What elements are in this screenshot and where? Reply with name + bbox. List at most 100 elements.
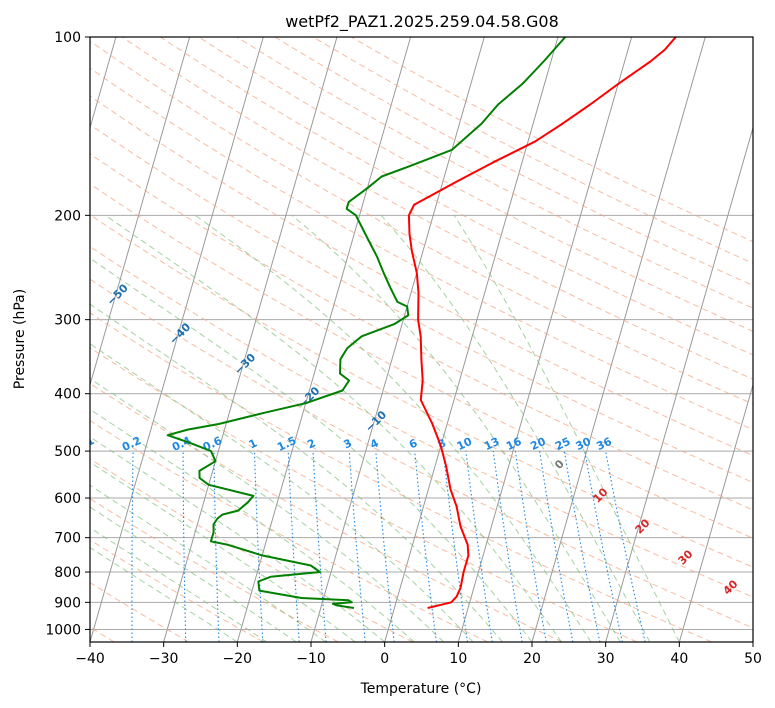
dry-adiabat-line (350, 37, 753, 243)
isotherm-line (605, 125, 753, 642)
isotherm-line (531, 37, 706, 642)
isotherm-line (90, 37, 191, 387)
moist-adiabat-line (291, 214, 621, 642)
mixing-ratio-line (514, 451, 547, 642)
mixing-ratio-label: 1 (247, 436, 259, 451)
moist-adiabat-line (90, 377, 444, 642)
plot-frame (89, 36, 754, 643)
y-tick-label: 600 (54, 491, 81, 507)
dry-adiabat-line (90, 124, 753, 483)
mixing-ratio-label: 16 (504, 435, 524, 453)
chart-title: wetPf2_PAZ1.2025.259.04.58.G08 (285, 12, 559, 32)
moist-adiabat-line (90, 506, 297, 642)
moist-adiabat-line (380, 214, 651, 642)
x-tick-label: −20 (223, 651, 253, 667)
mixing-ratio-label: 36 (594, 435, 614, 453)
dry-adiabat-line (90, 419, 488, 642)
x-axis-label: Temperature (°C) (360, 681, 482, 697)
dry-adiabat-line (90, 214, 753, 568)
mixing-ratio-label: 13 (482, 435, 501, 453)
x-tick-label: 50 (744, 651, 762, 667)
mixing-ratio-label: 10 (455, 435, 475, 453)
mixing-ratio-label: 0.1 (73, 434, 96, 454)
mixing-ratio-label: 30 (574, 435, 594, 453)
mixing-ratio-line (465, 451, 493, 642)
y-tick-label: 1000 (45, 622, 81, 638)
dry-adiabat-line (90, 245, 753, 598)
dry-adiabat-line (121, 37, 753, 380)
dry-adiabat-label: −30 (232, 351, 259, 378)
x-tick-label: −40 (75, 651, 105, 667)
temperature-profile (407, 37, 677, 609)
x-axis: −40 −30 −20 −10 0 10 20 30 40 50 (75, 642, 762, 667)
dry-adiabat-line (90, 347, 638, 642)
moist-adiabat-line (194, 214, 592, 642)
y-tick-label: 200 (54, 208, 81, 224)
background-lines (82, 37, 753, 642)
dry-adiabat-line (90, 458, 414, 642)
isotherm-line (90, 37, 264, 642)
y-tick-label: 800 (54, 565, 81, 581)
moist-adiabat-label: 30 (676, 547, 696, 567)
y-tick-label: 300 (54, 313, 81, 329)
moist-adiabat-line (453, 215, 680, 642)
mixing-ratio-line (492, 451, 523, 642)
dry-adiabat-line (90, 312, 712, 642)
x-tick-label: −10 (296, 651, 326, 667)
dry-adiabat-label: −50 (104, 281, 131, 308)
moist-adiabat-line (90, 484, 326, 642)
y-axis: 100 200 300 400 500 600 700 800 900 1000 (45, 30, 90, 638)
y-tick-label: 500 (54, 444, 81, 460)
x-tick-label: 40 (670, 651, 688, 667)
isotherm-line (457, 37, 633, 642)
dewpoint-profile (166, 37, 567, 609)
isotherm-line (163, 37, 338, 642)
mixing-ratio-label: 25 (553, 435, 572, 453)
moist-adiabat-label: 20 (633, 516, 653, 536)
dry-adiabat-line (274, 37, 753, 286)
mixing-ratio-line (82, 451, 86, 642)
mixing-ratio-line (442, 451, 469, 642)
dry-adiabat-line (198, 37, 753, 332)
mixing-ratio-line (605, 451, 646, 642)
moist-adiabat-line (90, 343, 474, 642)
dry-adiabat-label: −20 (296, 384, 323, 411)
dry-adiabat-label: −40 (167, 320, 194, 347)
isotherm-line (752, 640, 753, 642)
mixing-ratio-label: 20 (528, 435, 548, 453)
y-tick-label: 900 (54, 595, 81, 611)
isotherm-line (384, 37, 559, 642)
dry-adiabat-line (90, 183, 753, 539)
mixing-ratio-label: 6 (407, 436, 420, 451)
mixing-ratio-label: 4 (368, 436, 381, 451)
line-labels: 0.10.20.40.611.52346810131620253036−100−… (0, 186, 741, 597)
mixing-ratio-line (414, 451, 437, 642)
x-tick-label: 30 (597, 651, 615, 667)
x-tick-label: 0 (380, 651, 389, 667)
dry-adiabat-label: −60 (42, 241, 69, 268)
dry-adiabat-line (90, 153, 753, 511)
y-tick-label: 700 (54, 531, 81, 547)
mixing-ratio-line (213, 451, 220, 642)
mixing-ratio-line (375, 451, 395, 642)
dry-adiabat-line (90, 539, 264, 642)
dry-adiabat-label: −70 (0, 186, 11, 213)
dry-adiabat-line (90, 582, 190, 642)
mixing-ratio-line (539, 451, 574, 642)
mixing-ratio-line (348, 451, 366, 642)
moist-adiabat-line (105, 214, 562, 642)
x-tick-label: 20 (523, 651, 541, 667)
mixing-ratio-line (584, 451, 623, 642)
dry-adiabat-line (90, 95, 753, 457)
moist-adiabat-line (90, 257, 533, 642)
dry-adiabat-line (90, 40, 753, 405)
isotherm-line (236, 37, 412, 642)
mixing-ratio-label: 3 (342, 436, 354, 451)
x-tick-label: −30 (149, 651, 179, 667)
moist-adiabat-label: 10 (591, 485, 611, 505)
dry-adiabat-line (236, 37, 753, 309)
profiles (166, 37, 677, 609)
y-tick-label: 400 (54, 387, 81, 403)
